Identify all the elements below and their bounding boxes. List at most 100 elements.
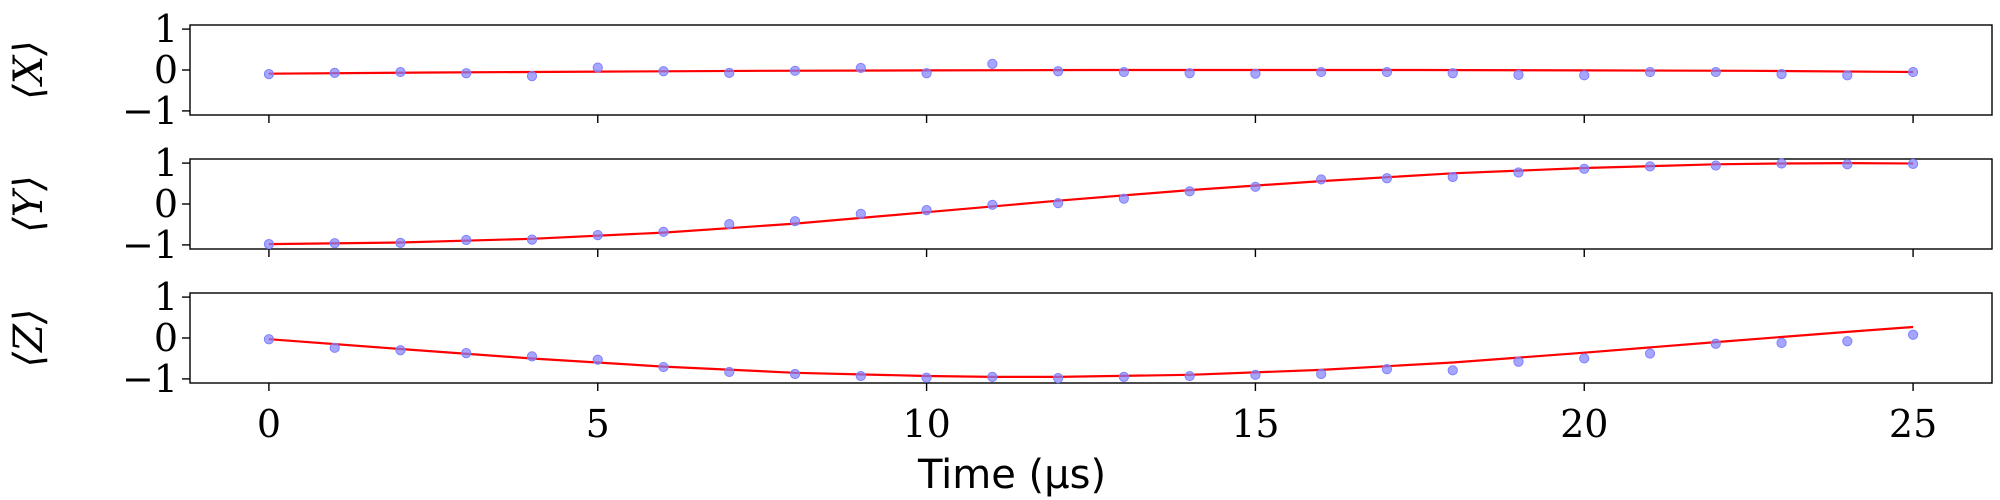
data-point xyxy=(526,234,538,245)
data-point xyxy=(592,229,603,241)
data-point xyxy=(329,67,340,78)
data-point xyxy=(724,366,735,378)
data-point xyxy=(329,342,340,353)
y-tick-label: 1 xyxy=(154,7,178,51)
data-point xyxy=(1710,66,1721,78)
data-point xyxy=(658,66,669,77)
data-point xyxy=(1316,368,1327,380)
data-point xyxy=(1579,70,1590,81)
data-point xyxy=(263,334,275,345)
data-point xyxy=(1053,66,1064,77)
data-point xyxy=(789,216,801,227)
data-point xyxy=(1710,338,1721,349)
data-point xyxy=(461,234,472,246)
data-point xyxy=(395,345,406,356)
data-point xyxy=(1644,161,1656,172)
data-point xyxy=(263,68,275,80)
data-point xyxy=(1776,68,1787,80)
data-point xyxy=(789,65,801,76)
data-point xyxy=(1907,66,1919,78)
data-point xyxy=(658,361,669,373)
data-point xyxy=(1513,356,1524,367)
data-point xyxy=(987,58,998,69)
data-point xyxy=(592,354,603,365)
data-point xyxy=(1644,66,1656,78)
data-point xyxy=(1579,163,1590,174)
axes-frame xyxy=(189,158,1993,250)
data-point xyxy=(1579,353,1590,364)
data-point xyxy=(1250,68,1261,79)
panel-x-expectation: −101 ⟨X⟩ xyxy=(6,7,1993,133)
data-point xyxy=(526,71,538,82)
data-point xyxy=(592,62,603,73)
x-tick-label: 10 xyxy=(902,402,950,446)
data-point xyxy=(1184,186,1195,197)
data-point xyxy=(1776,337,1787,349)
y-tick-label: 0 xyxy=(154,48,178,92)
data-point xyxy=(1842,159,1853,170)
data-point xyxy=(1118,371,1129,382)
data-point xyxy=(1316,174,1327,185)
y-axis-label: ⟨X⟩ xyxy=(6,40,52,100)
y-tick-label: 0 xyxy=(154,316,178,360)
data-point xyxy=(526,351,538,362)
data-point xyxy=(658,226,669,237)
data-point xyxy=(1776,158,1787,169)
y-tick-label: −1 xyxy=(122,357,178,401)
data-point xyxy=(855,208,866,219)
data-point xyxy=(1118,193,1129,204)
y-axis-label: ⟨Z⟩ xyxy=(6,308,52,367)
data-point xyxy=(1513,69,1524,81)
data-point xyxy=(724,218,735,230)
x-tick-label: 0 xyxy=(257,402,281,446)
data-point xyxy=(1907,158,1919,170)
data-point xyxy=(921,68,932,79)
y-tick-label: −1 xyxy=(122,89,178,133)
data-point xyxy=(1118,66,1129,78)
data-point xyxy=(855,370,866,382)
x-tick-label: 15 xyxy=(1231,402,1279,446)
fit-line xyxy=(268,68,1914,75)
axes-frame xyxy=(189,292,1993,384)
y-tick-label: 1 xyxy=(154,141,178,185)
data-point xyxy=(1842,336,1853,347)
data-point xyxy=(263,238,275,250)
fit-line xyxy=(268,161,1914,246)
data-point xyxy=(461,68,472,79)
x-tick-label: 25 xyxy=(1889,402,1937,446)
y-tick-label: 1 xyxy=(154,275,178,319)
fit-line xyxy=(268,325,1914,378)
y-axis-label: ⟨Y⟩ xyxy=(6,175,52,233)
data-point xyxy=(1513,167,1524,178)
data-point xyxy=(1381,363,1393,375)
data-point xyxy=(1644,348,1656,359)
data-point xyxy=(1381,66,1393,78)
data-point xyxy=(1250,369,1261,380)
data-point xyxy=(1447,68,1458,79)
data-point xyxy=(395,237,406,248)
data-point xyxy=(1316,66,1327,78)
data-point xyxy=(987,371,998,382)
data-point xyxy=(461,348,472,359)
data-point xyxy=(395,66,406,78)
data-point xyxy=(1053,372,1064,384)
data-point xyxy=(1381,173,1393,184)
data-point xyxy=(1907,329,1919,340)
data-point xyxy=(1184,370,1195,382)
x-axis-label: Time (μs) xyxy=(917,452,1106,498)
data-point xyxy=(855,62,866,74)
x-tick-label: 5 xyxy=(586,402,610,446)
data-point xyxy=(1842,70,1853,81)
data-point xyxy=(921,372,932,383)
data-point xyxy=(1447,365,1458,376)
data-point xyxy=(724,67,735,78)
data-point xyxy=(789,368,801,380)
data-point xyxy=(921,205,932,216)
panel-y-expectation: −101 ⟨Y⟩ xyxy=(6,141,1993,267)
data-point xyxy=(1053,198,1064,209)
data-point xyxy=(1250,181,1261,192)
data-point xyxy=(987,199,998,210)
data-point xyxy=(1710,160,1721,171)
